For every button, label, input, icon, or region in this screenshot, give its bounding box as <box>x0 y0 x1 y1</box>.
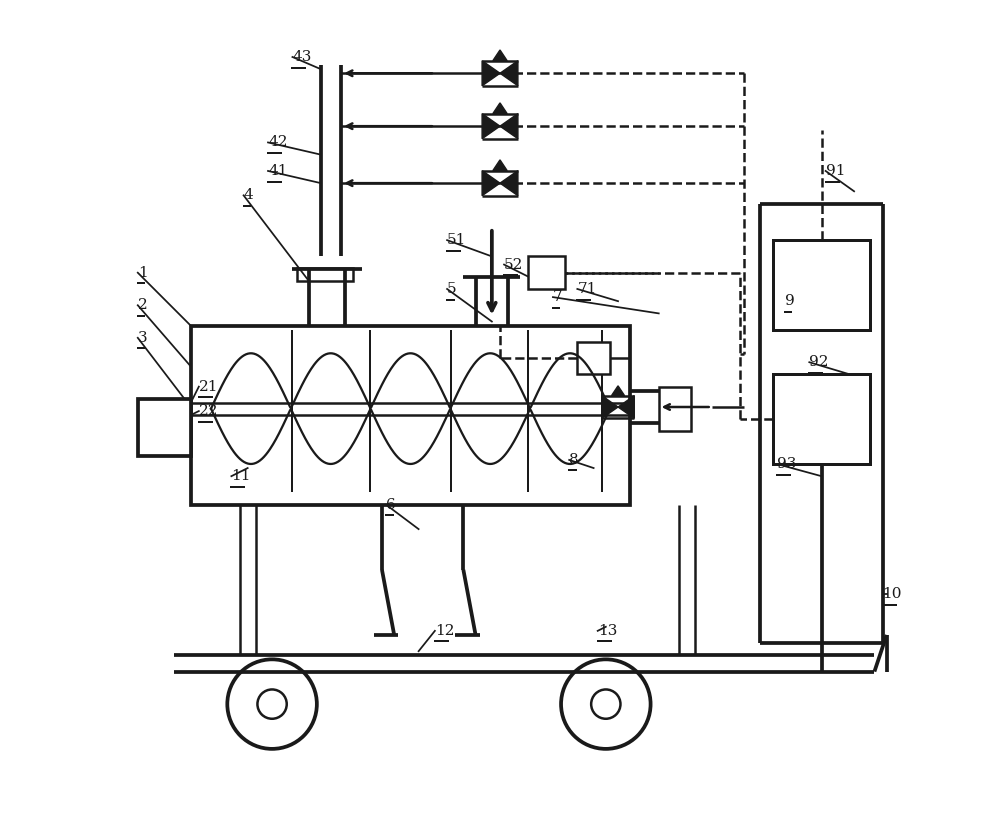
Polygon shape <box>602 396 618 418</box>
Text: 41: 41 <box>268 164 288 178</box>
Bar <box>528 256 565 289</box>
Text: 10: 10 <box>883 587 902 602</box>
Text: 92: 92 <box>809 355 829 370</box>
Text: 42: 42 <box>268 135 288 150</box>
Polygon shape <box>500 61 518 85</box>
Text: 71: 71 <box>577 282 597 296</box>
Text: 1: 1 <box>138 265 148 280</box>
Text: 93: 93 <box>777 457 796 471</box>
Polygon shape <box>493 103 507 114</box>
Text: 52: 52 <box>504 257 523 272</box>
Bar <box>138 399 191 456</box>
Polygon shape <box>482 171 500 195</box>
Bar <box>659 387 691 431</box>
Text: 91: 91 <box>826 164 845 178</box>
Text: 51: 51 <box>447 233 466 247</box>
Polygon shape <box>482 61 500 85</box>
Bar <box>773 374 870 464</box>
Polygon shape <box>493 160 507 171</box>
Text: 4: 4 <box>244 188 253 203</box>
Text: 13: 13 <box>598 624 617 638</box>
Text: 6: 6 <box>386 497 396 512</box>
Text: 21: 21 <box>199 379 218 394</box>
Text: 7: 7 <box>553 290 563 304</box>
Text: 2: 2 <box>138 298 148 313</box>
Bar <box>577 342 610 374</box>
Text: 9: 9 <box>785 294 795 309</box>
Text: 5: 5 <box>447 282 457 296</box>
Polygon shape <box>500 114 518 138</box>
Bar <box>773 240 870 330</box>
Text: 8: 8 <box>569 453 579 467</box>
Polygon shape <box>618 396 634 418</box>
Polygon shape <box>612 386 625 396</box>
Text: 11: 11 <box>231 469 251 484</box>
Bar <box>296 268 353 281</box>
Bar <box>191 326 630 505</box>
Text: 43: 43 <box>292 50 312 64</box>
Polygon shape <box>493 50 507 61</box>
Text: 12: 12 <box>435 624 454 638</box>
Polygon shape <box>500 171 518 195</box>
Text: 22: 22 <box>199 404 218 418</box>
Polygon shape <box>482 114 500 138</box>
Text: 3: 3 <box>138 330 147 345</box>
